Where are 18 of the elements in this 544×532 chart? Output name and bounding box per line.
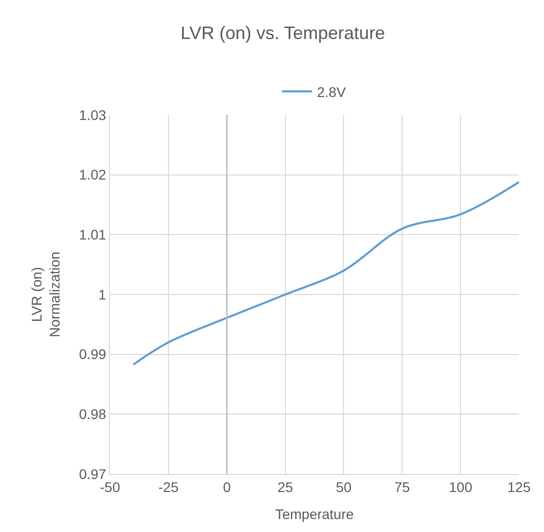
y-tick-label: 0.98 — [78, 406, 106, 422]
x-tick-label: 125 — [507, 478, 531, 495]
x-tick-label: 25 — [278, 478, 294, 495]
legend-label: 2.8V — [317, 84, 346, 100]
y-tick-label: 1.01 — [78, 226, 106, 243]
line-series — [132, 181, 519, 366]
y-tick-label: 1.03 — [78, 106, 106, 123]
chart-title: LVR (on) vs. Temperature — [180, 23, 386, 44]
y-tick-label: 1 — [98, 286, 106, 302]
x-tick-label: 100 — [448, 478, 472, 495]
y-axis-title: LVR (on) Normalization — [28, 252, 63, 338]
y-tick-label: 0.99 — [78, 346, 106, 362]
y-tick-label: 1.02 — [78, 166, 106, 183]
x-axis-title: Temperature — [275, 506, 354, 522]
x-tick-label: 75 — [394, 478, 410, 495]
x-tick-label: 50 — [336, 478, 352, 495]
x-tick-label: -25 — [158, 478, 179, 495]
x-tick-label: 0 — [222, 478, 231, 495]
